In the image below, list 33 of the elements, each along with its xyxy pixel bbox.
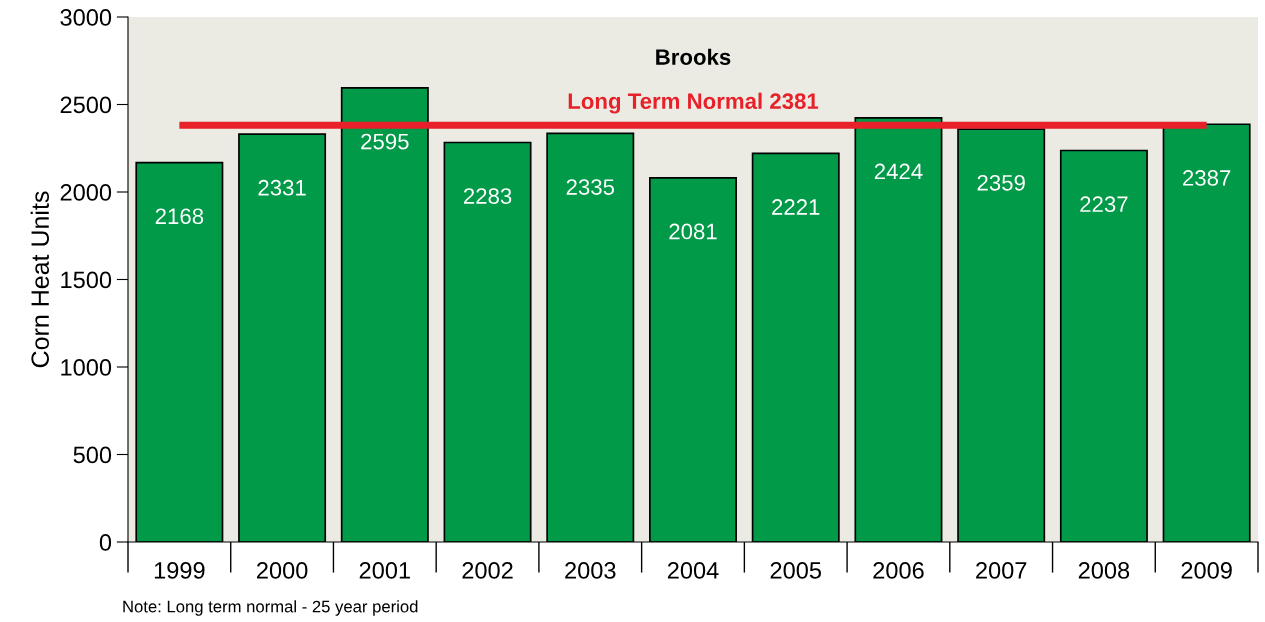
x-tick-label: 2006: [873, 562, 924, 579]
y-tick-label: 3000: [60, 9, 112, 26]
data-label: 2331: [258, 179, 306, 196]
data-label: 2387: [1183, 170, 1231, 186]
x-tick-label: 2003: [565, 562, 616, 579]
data-label: 2081: [669, 223, 717, 240]
x-tick-label: 2007: [976, 562, 1027, 579]
data-label: 2283: [463, 188, 512, 204]
data-label: 2168: [155, 208, 204, 225]
y-tick-label: 500: [73, 446, 112, 464]
text: Note: Long term normal - 25 year period: [123, 600, 418, 616]
data-label: 2424: [874, 163, 923, 180]
y-tick-label: 2000: [60, 184, 112, 201]
x-tick-label: 2001: [359, 562, 410, 579]
y-axis-title: Corn Heat Units: [30, 191, 50, 368]
x-tick-label: 1999: [154, 562, 205, 579]
x-tick-label: 2000: [257, 562, 308, 579]
y-tick-label: 0: [99, 534, 112, 551]
x-tick-label: 2009: [1181, 562, 1232, 579]
y-tick-label: 2500: [60, 96, 112, 114]
text: Brooks: [656, 48, 731, 65]
data-label: 2237: [1080, 196, 1128, 213]
y-tick-label: 1500: [61, 271, 112, 289]
data-label: 2595: [361, 133, 409, 150]
y-tick-label: 1000: [61, 359, 112, 376]
x-tick-label: 2008: [1078, 562, 1130, 579]
data-label: 2221: [772, 199, 820, 215]
ref-line-label: Long Term Normal 2381: [568, 92, 819, 114]
x-tick-label: 2002: [462, 562, 513, 579]
data-label: 2359: [977, 174, 1025, 191]
x-tick-label: 2004: [667, 562, 719, 579]
x-tick-label: 2005: [770, 562, 821, 579]
data-label: 2335: [566, 179, 615, 195]
